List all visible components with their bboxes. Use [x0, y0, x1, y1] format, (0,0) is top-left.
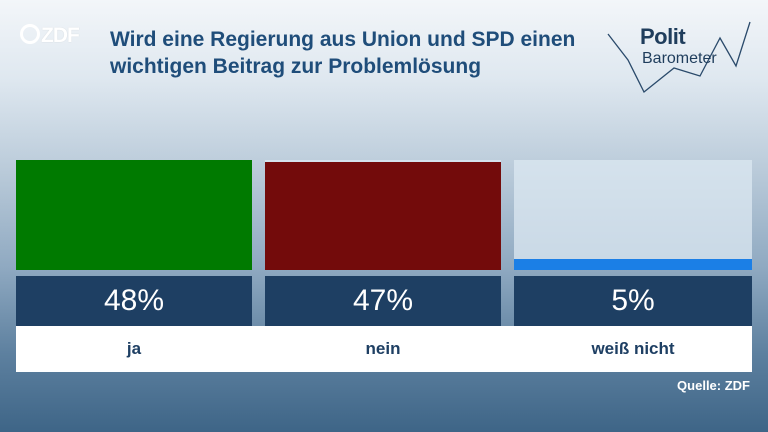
bar-nein [265, 162, 501, 270]
politbarometer-logo: Polit Barometer [604, 14, 754, 94]
bar-track-nein [265, 160, 501, 270]
chart-title: Wird eine Regierung aus Union und SPD ei… [110, 28, 576, 78]
value-label-weiss-nicht: 5% [514, 276, 752, 326]
bar-track-weiss-nicht [514, 160, 752, 270]
politbarometer-word-barometer: Barometer [642, 50, 717, 67]
politbarometer-word-polit: Polit [640, 24, 686, 49]
category-label-strip [16, 326, 752, 372]
category-label-ja: ja [126, 339, 142, 358]
zdf-logo: ZDF [20, 24, 80, 48]
category-label-nein: nein [365, 339, 401, 358]
category-label-weiss-nicht: weiß nicht [591, 339, 675, 358]
value-label-ja: 48% [16, 276, 252, 326]
zdf-logo-ring-icon [20, 24, 40, 44]
bar-track-ja [16, 160, 252, 270]
bar-weiss-nicht [514, 259, 752, 270]
zdf-logo-text: ZDF [41, 24, 80, 47]
value-label-nein: 47% [265, 276, 501, 326]
politbarometer-zigzag-icon [607, 21, 751, 94]
source-note: Quelle: ZDF [677, 378, 750, 393]
bar-ja [16, 160, 252, 270]
